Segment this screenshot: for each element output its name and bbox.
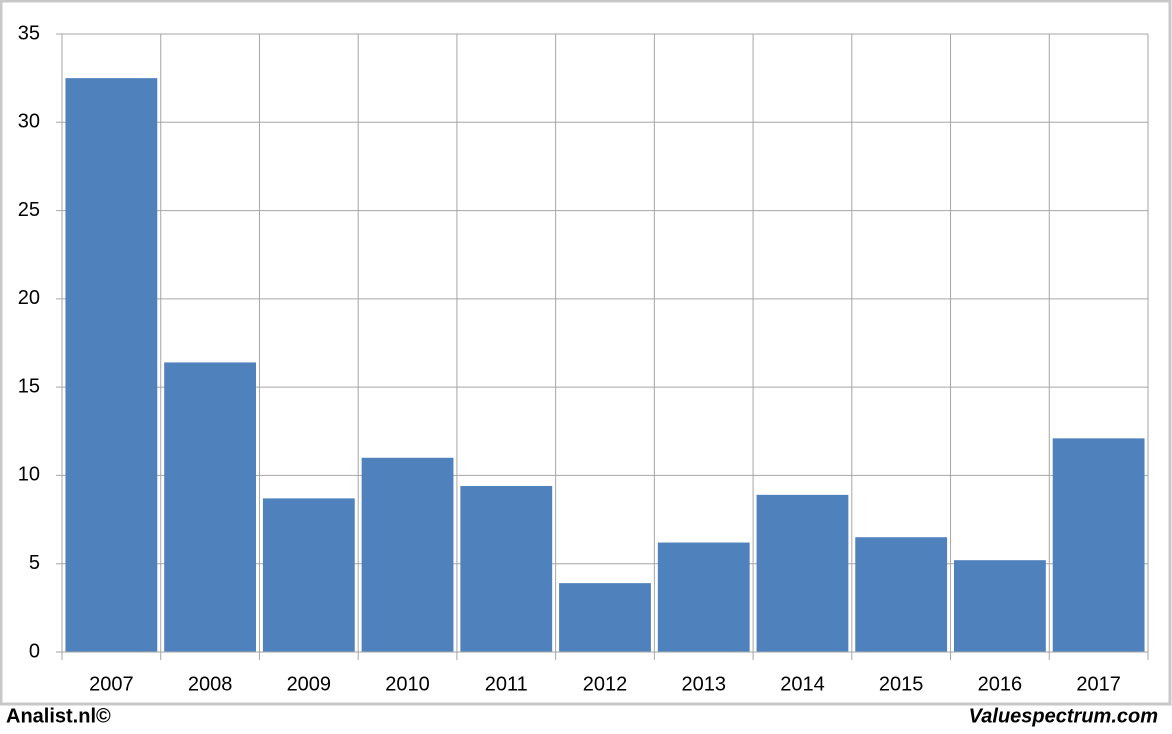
bar	[855, 537, 948, 652]
x-tick-label: 2013	[681, 673, 726, 695]
y-tick-label: 25	[18, 199, 40, 221]
x-tick-label: 2016	[978, 673, 1023, 695]
y-tick-label: 0	[29, 640, 40, 662]
bar	[164, 362, 256, 652]
y-tick-label: 15	[18, 375, 40, 397]
x-tick-label: 2015	[879, 673, 924, 695]
source-right: Valuespectrum.com	[969, 705, 1158, 727]
bar	[65, 78, 158, 652]
x-tick-label: 2010	[385, 673, 430, 695]
y-tick-label: 30	[18, 111, 40, 133]
bar	[559, 583, 651, 652]
x-tick-label: 2009	[287, 673, 332, 695]
bar	[262, 498, 355, 652]
x-tick-label: 2017	[1076, 673, 1121, 695]
bar	[361, 457, 454, 652]
bar	[756, 494, 849, 652]
y-tick-label: 20	[18, 287, 40, 309]
y-tick-label: 5	[29, 552, 40, 574]
x-tick-label: 2007	[89, 673, 134, 695]
x-tick-label: 2008	[188, 673, 233, 695]
x-tick-label: 2011	[485, 673, 528, 695]
y-tick-label: 10	[18, 464, 40, 486]
x-tick-label: 2014	[780, 673, 825, 695]
source-left: Analist.nl©	[6, 705, 111, 727]
x-tick-label: 2012	[583, 673, 628, 695]
bar	[1052, 438, 1145, 652]
y-tick-label: 35	[18, 22, 40, 44]
bar	[657, 542, 750, 652]
bar	[460, 486, 553, 652]
bar	[954, 560, 1046, 652]
